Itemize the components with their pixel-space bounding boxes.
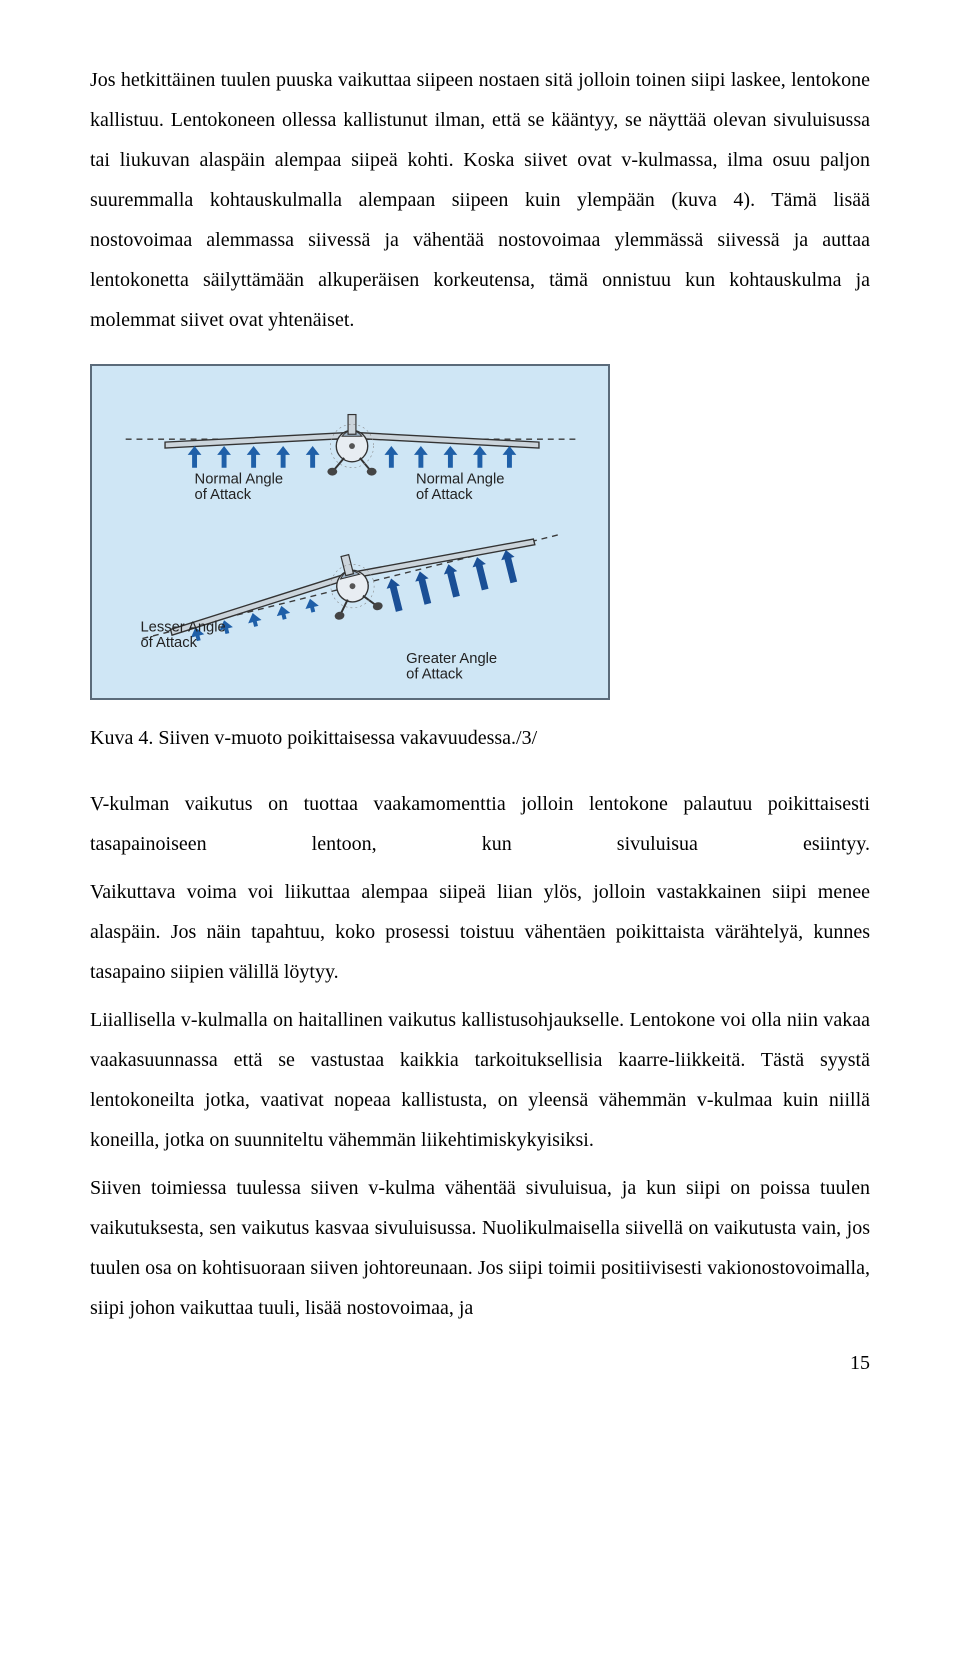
- figure-4: Normal Angle of Attack Normal Angle of A…: [90, 364, 610, 700]
- paragraph-1: Jos hetkittäinen tuulen puuska vaikuttaa…: [90, 60, 870, 340]
- paragraph-4: Liiallisella v-kulmalla on haitallinen v…: [90, 1000, 870, 1160]
- fig-top-label-right: Normal Angle of Attack: [416, 471, 509, 503]
- figure-caption: Kuva 4. Siiven v-muoto poikittaisessa va…: [90, 718, 870, 758]
- fig-top-label-left: Normal Angle of Attack: [195, 471, 288, 503]
- paragraph-2: V-kulman vaikutus on tuottaa vaakamoment…: [90, 784, 870, 864]
- paragraph-3: Vaikuttava voima voi liikuttaa alempaa s…: [90, 872, 870, 992]
- page: Jos hetkittäinen tuulen puuska vaikuttaa…: [0, 0, 960, 1415]
- fig-bot-label-left: Lesser Angle of Attack: [140, 619, 229, 651]
- paragraph-5: Siiven toimiessa tuulessa siiven v-kulma…: [90, 1168, 870, 1328]
- figure-bottom-plane: Lesser Angle of Attack Greater Angle of …: [106, 514, 598, 684]
- fig-bot-label-right: Greater Angle of Attack: [406, 651, 501, 683]
- figure-top-plane: Normal Angle of Attack Normal Angle of A…: [106, 384, 598, 514]
- page-number: 15: [90, 1352, 870, 1375]
